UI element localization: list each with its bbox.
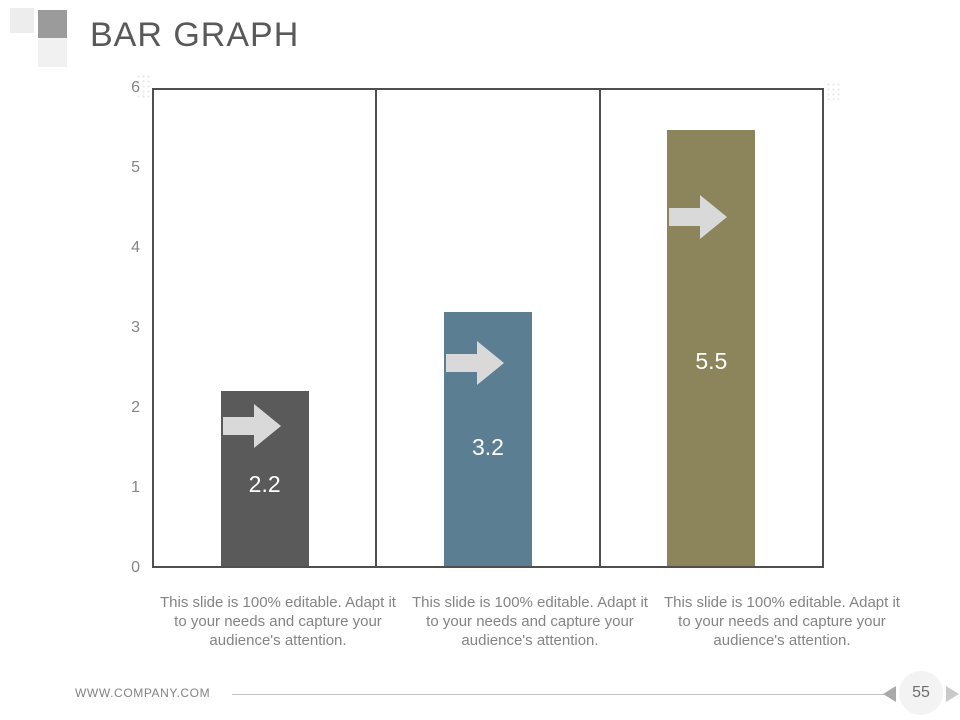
captions-row: This slide is 100% editable. Adapt it to… (152, 593, 900, 650)
chart-panel: 5.5 (598, 90, 822, 566)
corner-dots-decoration (826, 82, 840, 100)
y-axis: 0 1 2 3 4 5 6 (0, 79, 140, 576)
arrow-right-icon (669, 194, 728, 239)
y-axis-tick-label: 0 (131, 559, 140, 576)
bar-value-label: 3.2 (471, 433, 504, 460)
caption-text: This slide is 100% editable. Adapt it to… (160, 594, 396, 649)
caption-column: This slide is 100% editable. Adapt it to… (404, 593, 656, 650)
y-axis-tick-label: 1 (131, 479, 140, 496)
caption-column: This slide is 100% editable. Adapt it to… (152, 593, 404, 650)
footer-divider-line (232, 694, 884, 695)
caption-text: This slide is 100% editable. Adapt it to… (412, 594, 648, 649)
chart-panel: 2.2 (154, 90, 375, 566)
bar-chart-plot-area: 2.2 3.2 5.5 (152, 88, 824, 568)
decoration-square-lighter (38, 38, 67, 67)
footer-website: WWW.COMPANY.COM (75, 686, 211, 700)
arrow-right-icon (445, 340, 504, 385)
page-title: BAR GRAPH (90, 16, 300, 54)
y-axis-tick-label: 5 (131, 158, 140, 176)
y-axis-tick-label: 4 (131, 238, 140, 256)
bar: 5.5 (667, 129, 756, 566)
chart-panel: 3.2 (375, 90, 598, 566)
caption-text: This slide is 100% editable. Adapt it to… (664, 594, 900, 649)
next-arrow-icon[interactable] (946, 686, 959, 702)
arrow-right-icon (222, 404, 281, 449)
bar-value-label: 5.5 (695, 347, 728, 374)
page-number: 55 (912, 684, 930, 701)
y-axis-tick-label: 2 (131, 398, 140, 416)
bar: 3.2 (443, 312, 532, 566)
decoration-square-light (10, 8, 34, 33)
prev-arrow-icon[interactable] (883, 686, 896, 702)
y-axis-tick-label: 3 (131, 319, 140, 336)
bar-value-label: 2.2 (248, 470, 281, 497)
caption-column: This slide is 100% editable. Adapt it to… (656, 593, 908, 650)
corner-dots-decoration (136, 74, 152, 98)
y-axis-tick-label: 6 (131, 79, 140, 96)
page-number-badge: 55 (899, 671, 943, 715)
bar: 2.2 (220, 391, 309, 566)
decoration-square-gray (38, 10, 67, 38)
